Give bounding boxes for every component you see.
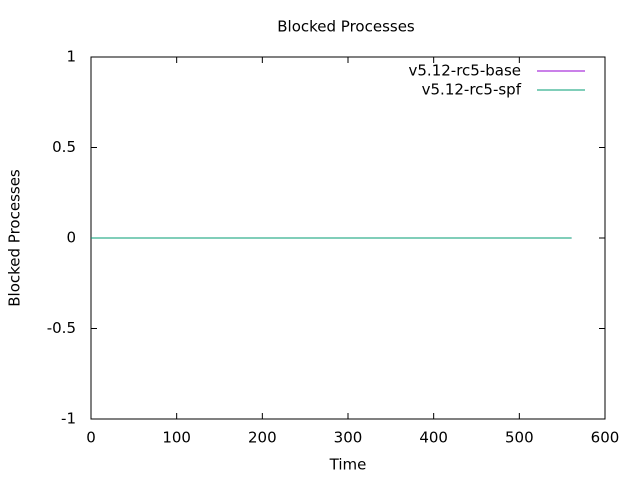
x-tick-label: 200 [248,429,277,447]
chart-title: Blocked Processes [277,18,415,36]
y-tick-label: 0.5 [52,138,76,156]
x-tick-label: 500 [505,429,534,447]
y-tick-label: 1 [66,48,76,66]
y-axis-label: Blocked Processes [6,169,24,307]
legend-label: v5.12-rc5-base [409,62,522,80]
x-tick-label: 600 [591,429,620,447]
y-tick-label: -0.5 [47,319,76,337]
x-tick-label: 0 [86,429,96,447]
x-tick-label: 400 [419,429,448,447]
x-tick-label: 300 [334,429,363,447]
x-axis-label: Time [329,456,367,474]
y-tick-label: 0 [66,229,76,247]
y-tick-label: -1 [61,410,76,428]
legend-label: v5.12-rc5-spf [422,81,522,99]
x-tick-label: 100 [162,429,191,447]
